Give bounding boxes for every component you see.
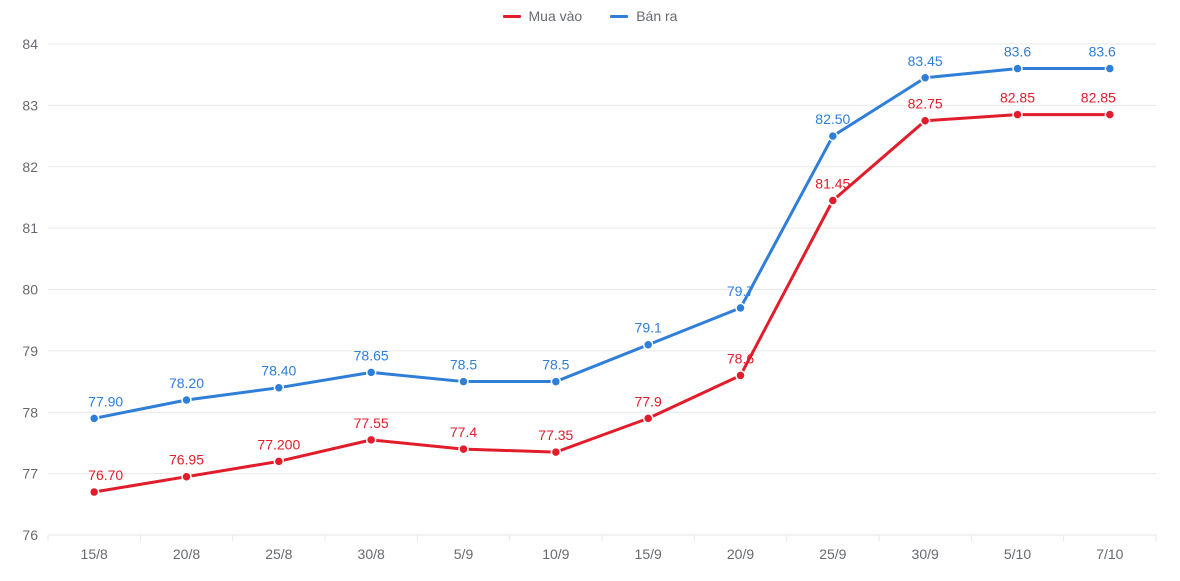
series-mua-vao-point	[182, 472, 191, 481]
series-ban-ra-point	[1013, 64, 1022, 73]
x-axis-label: 15/9	[635, 546, 662, 562]
y-axis-label: 77	[22, 466, 38, 482]
series-mua-vao-point	[551, 448, 560, 457]
x-axis-label: 20/8	[173, 546, 200, 562]
series-ban-ra-value-label: 83.45	[908, 53, 943, 69]
series-mua-vao-value-label: 82.85	[1000, 90, 1035, 106]
series-ban-ra-value-label: 83.6	[1004, 44, 1031, 60]
series-mua-vao-point	[644, 414, 653, 423]
chart-svg: 76 77 78 79 80 81 82 83 84 15/8 20/8 25/8 30/8 5/9 10/…	[0, 0, 1180, 581]
series-ban-ra-value-label: 78.65	[354, 347, 389, 363]
series-mua-vao-value-label: 77.35	[538, 427, 573, 443]
series-mua-vao-value-label: 77.9	[635, 393, 662, 409]
series-ban-ra-point	[736, 303, 745, 312]
series-mua-vao-value-label: 82.85	[1081, 90, 1116, 106]
series-ban-ra-point	[1105, 64, 1114, 73]
x-axis-label: 25/8	[265, 546, 292, 562]
series-mua-vao-value-label: 81.45	[815, 176, 850, 192]
x-axis-label: 5/9	[454, 546, 474, 562]
series-ban-ra-point	[367, 368, 376, 377]
series-mua-vao-point	[90, 488, 99, 497]
series-mua-vao-point	[921, 116, 930, 125]
x-axis-label: 30/8	[358, 546, 385, 562]
series-mua-vao-point	[459, 445, 468, 454]
y-axis-label: 82	[22, 159, 38, 175]
series-ban-ra-line	[94, 69, 1110, 419]
series-ban-ra-value-label: 79.7	[727, 283, 754, 299]
series-ban-ra-point	[921, 73, 930, 82]
x-axis-label: 5/10	[1004, 546, 1031, 562]
series-ban-ra-point	[182, 395, 191, 404]
y-axis-label: 84	[22, 36, 38, 52]
y-axis-label: 79	[22, 343, 38, 359]
series-ban-ra-value-label: 79.1	[635, 320, 662, 336]
series-ban-ra-point	[459, 377, 468, 386]
series-mua-vao-point	[274, 457, 283, 466]
series-mua-vao-point	[1105, 110, 1114, 119]
series-ban-ra-value-label: 82.50	[815, 111, 850, 127]
x-axis-label: 30/9	[912, 546, 939, 562]
series-mua-vao-value-label: 77.4	[450, 424, 477, 440]
series-mua-vao-point	[828, 196, 837, 205]
series-mua-vao-point	[736, 371, 745, 380]
series-mua-vao-point	[1013, 110, 1022, 119]
y-axis-label: 76	[22, 527, 38, 543]
series-ban-ra-value-label: 78.5	[542, 357, 569, 373]
x-axis-label: 20/9	[727, 546, 754, 562]
series-ban-ra-point	[828, 132, 837, 141]
y-axis-label: 78	[22, 404, 38, 420]
series-ban-ra-point	[644, 340, 653, 349]
series-mua-vao-value-label: 78.6	[727, 350, 754, 366]
y-axis-label: 80	[22, 282, 38, 298]
series-ban-ra-point	[274, 383, 283, 392]
x-axis-label: 10/9	[542, 546, 569, 562]
y-axis-label: 81	[22, 220, 38, 236]
series-mua-vao-value-label: 77.55	[354, 415, 389, 431]
price-line-chart: Mua vào Bán ra 76777879808182838415/820/…	[0, 0, 1180, 581]
series-ban-ra-value-label: 83.6	[1089, 44, 1116, 60]
series-ban-ra-value-label: 78.20	[169, 375, 204, 391]
x-axis-label: 7/10	[1096, 546, 1123, 562]
series-ban-ra-point	[90, 414, 99, 423]
series-mua-vao-value-label: 76.95	[169, 452, 204, 468]
series-mua-vao-value-label: 82.75	[908, 96, 943, 112]
series-mua-vao-point	[367, 435, 376, 444]
series-mua-vao-line	[94, 115, 1110, 492]
x-axis-label: 25/9	[819, 546, 846, 562]
series-ban-ra-value-label: 77.90	[88, 393, 123, 409]
series-mua-vao-value-label: 76.70	[88, 467, 123, 483]
series-ban-ra-point	[551, 377, 560, 386]
x-axis-label: 15/8	[81, 546, 108, 562]
series-mua-vao-value-label: 77.200	[257, 436, 300, 452]
y-axis-label: 83	[22, 97, 38, 113]
series-ban-ra-value-label: 78.40	[261, 363, 296, 379]
series-ban-ra-value-label: 78.5	[450, 357, 477, 373]
